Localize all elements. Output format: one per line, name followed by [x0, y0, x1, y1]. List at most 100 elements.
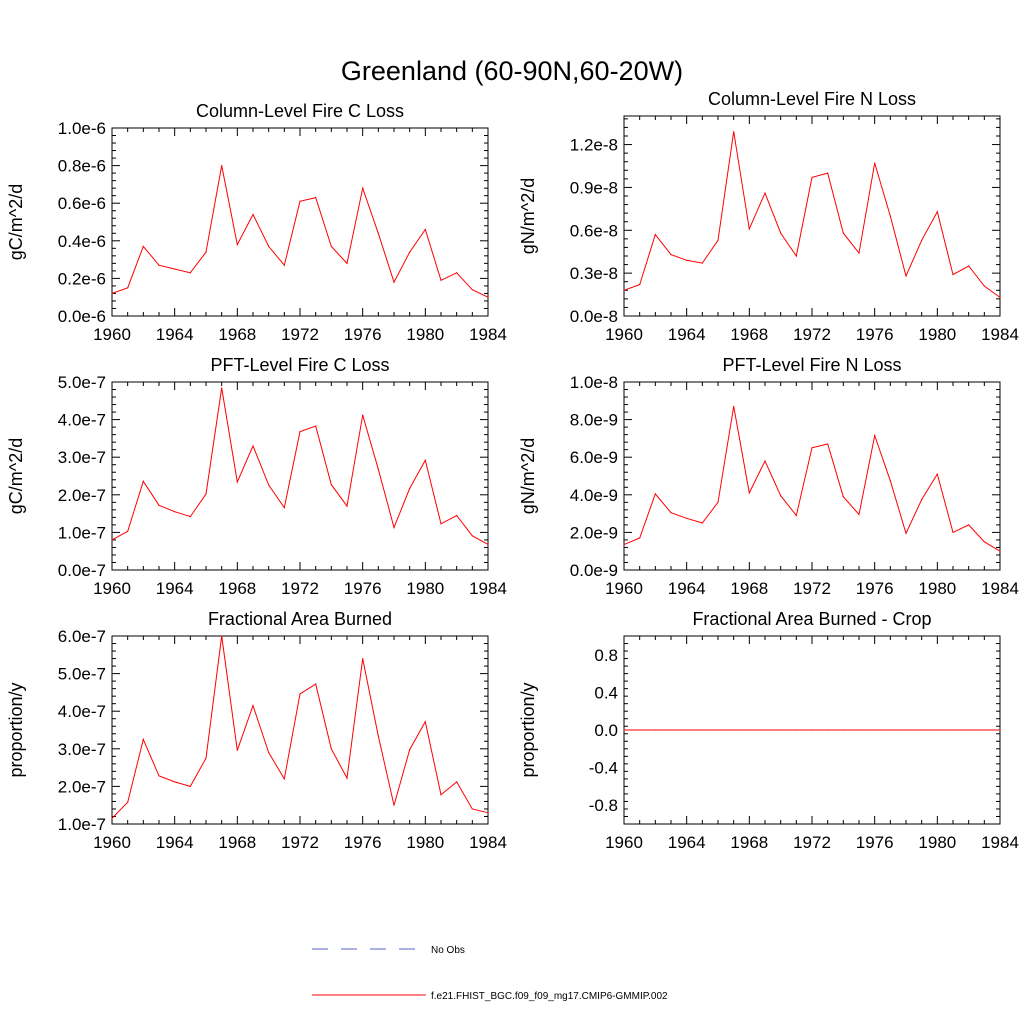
data-point	[968, 265, 970, 267]
y-tick-label: 6.0e-9	[570, 448, 618, 467]
x-tick-label: 1984	[469, 579, 507, 598]
panel-title: Column-Level Fire N Loss	[708, 89, 916, 109]
y-axis-label: gC/m^2/d	[6, 184, 26, 260]
y-tick-label: 1.0e-8	[570, 373, 618, 392]
data-point	[393, 281, 395, 283]
data-point	[236, 749, 238, 751]
x-tick-label: 1972	[793, 833, 831, 852]
data-point	[142, 480, 144, 482]
data-point	[764, 729, 766, 731]
data-point	[639, 537, 641, 539]
data-point	[999, 550, 1001, 552]
data-point	[205, 251, 207, 253]
plot-frame	[111, 127, 489, 317]
data-point	[205, 757, 207, 759]
x-tick-label: 1976	[856, 579, 894, 598]
y-tick-label: 1.0e-6	[58, 119, 106, 138]
data-point	[983, 729, 985, 731]
data-point	[252, 445, 254, 447]
data-point	[858, 729, 860, 731]
panel-3: PFT-Level Fire C Loss 1960 1964 1968 1972 197…	[6, 355, 507, 598]
data-point	[174, 511, 176, 513]
x-tick-label: 1964	[156, 325, 194, 344]
data-point	[795, 255, 797, 257]
data-point	[842, 232, 844, 234]
x-tick-label: 1964	[668, 325, 706, 344]
y-tick-label: 6.0e-7	[58, 627, 106, 646]
panel-title: PFT-Level Fire N Loss	[722, 355, 901, 375]
data-point	[315, 196, 317, 199]
y-tick-label: 0.0e-8	[570, 307, 618, 326]
data-point	[456, 514, 458, 517]
x-tick-label: 1972	[281, 325, 319, 344]
data-point	[952, 531, 954, 534]
panel-title: Fractional Area Burned - Crop	[692, 609, 931, 629]
y-tick-label: 0.0e-7	[58, 561, 106, 580]
data-point	[874, 434, 876, 437]
x-tick-label: 1972	[793, 579, 831, 598]
data-point	[654, 493, 656, 495]
data-point	[283, 506, 285, 509]
panel-5: Fractional Area Burned 1960 1964 1968 1972 19…	[6, 609, 507, 852]
data-point	[780, 495, 782, 497]
panels-group: Column-Level Fire C Loss 1960 1964 1968 1972…	[6, 89, 1019, 852]
data-point	[748, 228, 750, 230]
figure-title: Greenland (60-90N,60-20W)	[341, 56, 683, 86]
x-tick-label: 1972	[793, 325, 831, 344]
y-tick-label: 2.0e-7	[58, 777, 106, 796]
y-axis-label: gC/m^2/d	[6, 438, 26, 514]
y-tick-label: 5.0e-7	[58, 665, 106, 684]
data-point	[858, 252, 860, 254]
data-point	[268, 751, 270, 754]
data-point	[142, 738, 144, 741]
data-point	[189, 272, 191, 274]
data-point	[487, 296, 489, 298]
plot-frame	[623, 115, 1001, 317]
data-point	[142, 245, 144, 248]
data-point	[670, 512, 672, 514]
x-tick-label: 1964	[156, 579, 194, 598]
data-point	[362, 414, 364, 416]
series-line-model	[623, 131, 1001, 298]
data-point	[889, 729, 891, 731]
y-tick-label: 3.0e-7	[58, 740, 106, 759]
y-axis-label: gN/m^2/d	[518, 178, 538, 254]
data-point	[811, 176, 813, 179]
data-point	[174, 781, 176, 783]
data-point	[748, 492, 750, 494]
y-axis-label: proportion/y	[518, 682, 538, 777]
y-tick-label: 0.0	[594, 721, 618, 740]
data-point	[409, 748, 411, 751]
series-line-model	[623, 406, 1001, 552]
data-point	[623, 729, 625, 731]
y-tick-label: 0.9e-8	[570, 178, 618, 197]
data-point	[623, 289, 625, 291]
data-point	[639, 283, 641, 286]
data-point	[111, 292, 113, 295]
legend: No Obs f.e21.FHIST_BGC.f09_f09_mg17.CMIP…	[312, 945, 668, 1002]
data-point	[315, 683, 317, 685]
data-point	[440, 794, 442, 796]
y-tick-label: 1.2e-8	[570, 136, 618, 155]
data-point	[127, 287, 129, 289]
data-point	[330, 245, 332, 248]
data-point	[236, 243, 238, 246]
x-tick-label: 1976	[856, 325, 894, 344]
y-tick-label: -0.4	[589, 759, 618, 778]
data-point	[717, 501, 719, 503]
data-point	[639, 729, 641, 731]
y-tick-label: 0.6e-8	[570, 221, 618, 240]
x-tick-label: 1976	[344, 325, 382, 344]
y-tick-label: 4.0e-7	[58, 411, 106, 430]
data-point	[409, 487, 411, 490]
x-tick-label: 1980	[406, 325, 444, 344]
data-point	[377, 468, 379, 470]
data-point	[874, 729, 876, 731]
data-point	[842, 496, 844, 498]
y-tick-label: 0.3e-8	[570, 264, 618, 283]
panel-title: PFT-Level Fire C Loss	[210, 355, 389, 375]
data-point	[111, 539, 113, 541]
data-point	[811, 729, 813, 731]
data-point	[299, 200, 301, 202]
series-line-model	[111, 635, 489, 819]
